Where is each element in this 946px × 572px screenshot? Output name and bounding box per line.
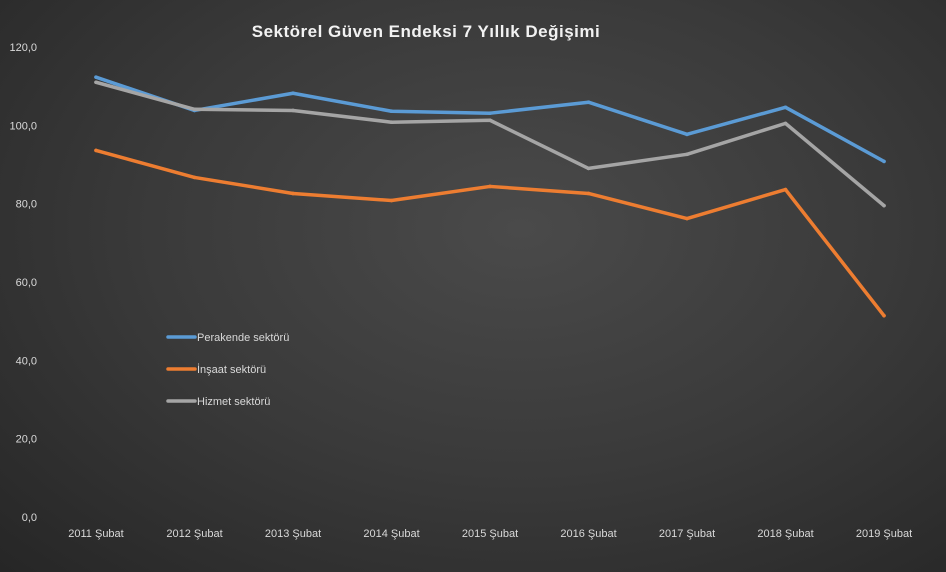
data-point	[488, 111, 492, 115]
y-tick-label: 40,0	[16, 355, 37, 367]
data-point	[882, 203, 886, 208]
y-tick-label: 120,0	[9, 42, 37, 54]
x-tick-label: 2014 Şubat	[363, 528, 419, 540]
data-point	[94, 80, 98, 85]
x-tick-label: 2017 Şubat	[659, 528, 715, 540]
data-point	[389, 198, 394, 203]
data-point	[586, 166, 591, 171]
data-point	[488, 118, 492, 123]
y-tick-label: 80,0	[16, 199, 37, 211]
legend-label: Perakende sektörü	[197, 332, 289, 344]
data-point	[783, 187, 788, 192]
legend-label: Hizmet sektörü	[197, 396, 270, 408]
x-tick-label: 2019 Şubat	[856, 528, 912, 540]
data-point	[882, 313, 886, 318]
chart-title: Sektörel Güven Endeksi 7 Yıllık Değişimi	[252, 22, 601, 41]
x-tick-label: 2011 Şubat	[68, 528, 123, 540]
y-tick-label: 0,0	[22, 512, 37, 524]
data-point	[685, 152, 689, 157]
y-tick-label: 60,0	[16, 277, 37, 289]
x-tick-label: 2016 Şubat	[560, 528, 616, 540]
data-point	[389, 120, 394, 124]
legend-label: İnşaat sektörü	[197, 363, 266, 376]
data-point	[94, 75, 98, 79]
data-point	[291, 108, 295, 113]
x-tick-label: 2013 Şubat	[265, 528, 321, 540]
x-tick-label: 2015 Şubat	[462, 528, 518, 540]
data-point	[783, 105, 788, 110]
series-line-1	[94, 148, 886, 318]
data-point	[192, 107, 197, 112]
y-tick-label: 100,0	[9, 120, 37, 132]
x-tick-label: 2018 Şubat	[757, 528, 813, 540]
data-point	[488, 184, 492, 189]
data-point	[586, 191, 591, 196]
data-point	[94, 148, 98, 153]
data-point	[685, 216, 689, 221]
data-point	[291, 91, 295, 96]
x-tick-label: 2012 Şubat	[166, 528, 222, 540]
data-point	[685, 132, 689, 137]
data-point	[783, 121, 788, 126]
data-point	[192, 175, 197, 180]
data-point	[586, 100, 591, 105]
data-point	[291, 191, 295, 196]
data-point	[389, 109, 394, 114]
y-tick-label: 20,0	[16, 434, 37, 446]
data-point	[882, 159, 886, 164]
